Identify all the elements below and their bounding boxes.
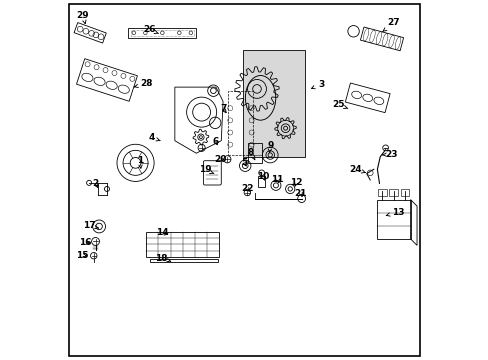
- Text: 26: 26: [143, 26, 158, 35]
- Text: 10: 10: [256, 172, 269, 181]
- Text: 28: 28: [134, 79, 152, 88]
- Text: 23: 23: [382, 150, 397, 159]
- Text: 7: 7: [220, 104, 226, 113]
- Text: 17: 17: [82, 221, 98, 230]
- Text: 16: 16: [79, 238, 91, 247]
- Text: 1: 1: [137, 156, 143, 168]
- Text: 9: 9: [266, 141, 273, 153]
- Text: 2: 2: [92, 179, 99, 188]
- Text: 15: 15: [76, 251, 89, 260]
- Text: 22: 22: [241, 184, 253, 193]
- Bar: [258, 176, 264, 187]
- Text: 3: 3: [311, 80, 324, 89]
- Text: 4: 4: [148, 133, 160, 142]
- Bar: [228, 91, 253, 155]
- Bar: [128, 28, 196, 38]
- Text: 13: 13: [386, 208, 404, 217]
- Bar: [130, 30, 194, 36]
- Text: 20: 20: [214, 155, 226, 164]
- Bar: [388, 189, 397, 196]
- Text: 5: 5: [241, 158, 247, 167]
- Text: 19: 19: [198, 166, 214, 175]
- Text: 27: 27: [382, 18, 399, 32]
- Text: 11: 11: [271, 175, 284, 184]
- Text: 24: 24: [349, 165, 365, 174]
- Text: 29: 29: [77, 11, 89, 24]
- Bar: [247, 143, 262, 163]
- Bar: [376, 200, 410, 239]
- Bar: [400, 189, 408, 196]
- Text: 8: 8: [247, 148, 254, 160]
- Text: 25: 25: [332, 100, 347, 109]
- Bar: [377, 189, 386, 196]
- Text: 12: 12: [289, 178, 302, 187]
- Text: 21: 21: [294, 189, 306, 198]
- Bar: [242, 50, 305, 157]
- Text: 18: 18: [155, 254, 170, 263]
- Text: 14: 14: [156, 228, 168, 237]
- Text: 6: 6: [212, 137, 218, 146]
